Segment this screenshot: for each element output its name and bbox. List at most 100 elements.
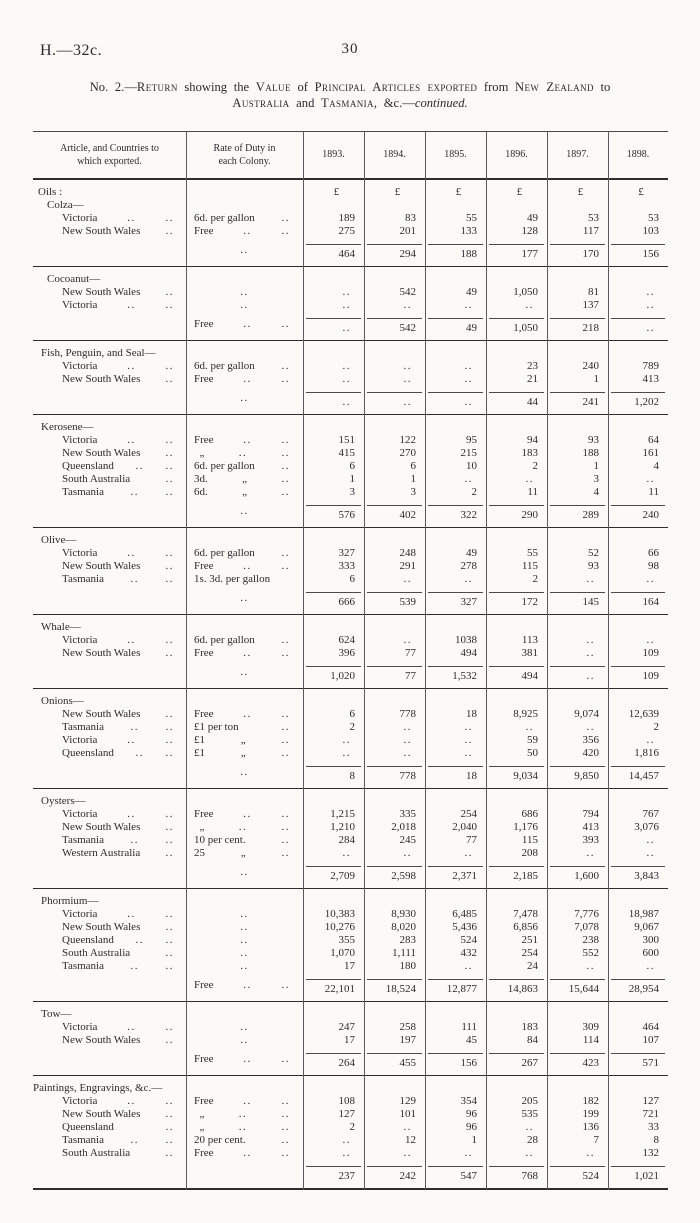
value-cell: 8,020 [391,921,416,933]
total-value-cell: 164 [608,592,668,609]
value-cell: .. [646,960,655,972]
value-cell: .. [646,847,655,859]
value-cell: 9,067 [634,921,659,933]
country-label: Tasmania [62,1134,104,1146]
duty-text: 6d. per gallon [194,634,255,646]
column-divider [608,131,609,1190]
leader-dots: .. [165,360,174,372]
column-divider [547,131,548,1190]
value-cell: 1,210 [330,821,355,833]
duty-text: Free [194,225,214,237]
table-section: Paintings, Engravings, &c.— Victoria.... F… [33,1076,668,1190]
value-cell [608,621,668,634]
value-cell: 6 [349,460,356,472]
total-value-cell: 542 [364,318,425,335]
value-cell: 96 [466,1108,477,1120]
value-cell: 84 [527,1034,538,1046]
value-cell: 270 [399,447,417,459]
article-cell: New South Wales.. [33,708,186,721]
value-cell [364,621,425,634]
value-cell: 1 [593,373,600,385]
table-row: New South Wales.. Free.... 275 201 133 128 117… [33,225,668,238]
leader-dots: .. [243,560,252,572]
total-value-cell: 576 [303,505,364,522]
value-cell [486,199,547,212]
country-label: Tasmania [62,486,104,498]
article-cell [33,1053,186,1070]
value-cell [303,199,364,212]
total-value-cell: 294 [364,244,425,261]
duty-cell: „.... [186,821,303,834]
leader-dots: .. [243,373,252,385]
total-value-cell: 2,598 [364,866,425,883]
leader-dots: .. [238,447,248,459]
section-heading-label: Cocoanut— [47,273,101,285]
article-cell [33,666,186,683]
article-cell: Victoria.... [33,212,186,225]
leader-dots: .. [165,947,174,959]
value-cell [364,421,425,434]
leader-dots: .. [127,634,136,646]
country-label: Queensland [62,934,114,946]
leader-dots: .. [165,212,174,224]
article-cell: Victoria.... [33,299,186,312]
value-cell: .. [646,299,655,311]
total-value-cell: 9,034 [486,766,547,783]
table-row: New South Wales.... 10,276 8,020 5,436 6,856… [33,921,668,934]
value-cell: 494 [460,647,478,659]
total-value-cell: 188 [425,244,486,261]
total-value-cell: 778 [364,766,425,783]
leader-dots: .. [243,1095,252,1107]
value-cell [608,347,668,360]
duty-text: Free [194,647,214,659]
column-divider [425,131,426,1190]
value-cell: 284 [338,834,356,846]
value-cell: 327 [338,547,356,559]
title-segment: showing the [177,80,256,94]
leader-dots: .. [127,1095,136,1107]
total-value-cell: .. [425,392,486,409]
leader-dots: .. [243,1147,252,1159]
value-cell [547,199,608,212]
table-row: Tasmania...... 17 180.. 24.... [33,960,668,973]
leader-dots: .. [165,1034,174,1046]
value-cell: 778 [399,708,417,720]
value-cell: 55 [466,212,477,224]
value-cell: 355 [338,934,356,946]
value-cell: 2 [349,1121,356,1133]
value-cell: 4 [653,460,660,472]
leader-dots: .. [243,434,252,446]
value-cell: 50 [527,747,538,759]
duty-text: Free [194,979,214,991]
leader-dots: .. [281,318,290,330]
leader-dots: .. [165,299,174,311]
title-segment: No. 2.— [89,80,137,94]
duty-cell: .. [186,392,303,409]
table-row: Tasmania.... 6d. „.. 3 3 2 11 4 11 [33,486,668,499]
leader-dots: .. [165,1134,174,1146]
section-heading-row: Cocoanut— [33,273,668,286]
value-cell: 21 [527,373,538,385]
duty-cell: .. [186,766,303,783]
leader-dots: .. [281,721,290,733]
value-cell: 17 [344,960,355,972]
value-cell: 17 [344,1034,355,1046]
duty-cell: 10 per cent... [186,834,303,847]
total-row: .. 1,020 77 1,532 494.. 109 [33,666,668,683]
article-cell [33,592,186,609]
value-cell: 94 [527,434,538,446]
table-row: South Australia.. 3d. „.. 1 1.... 3.. [33,473,668,486]
country-label: New South Wales [62,1108,141,1120]
column-header: 1896. [505,149,528,161]
leader-dots: .. [238,1121,248,1133]
section-heading-row: Paintings, Engravings, &c.— [33,1082,668,1095]
duty-cell: .. [186,1021,303,1034]
total-value-cell: 1,532 [425,666,486,683]
table-row: Victoria...... 247 258 111 183 309 464 [33,1021,668,1034]
duty-text: £1 [194,734,205,746]
duty-text: 6d. per gallon [194,360,255,372]
duty-cell [186,795,303,808]
leader-dots: .. [165,808,174,820]
value-cell: 115 [521,560,538,572]
value-cell: 53 [588,212,599,224]
